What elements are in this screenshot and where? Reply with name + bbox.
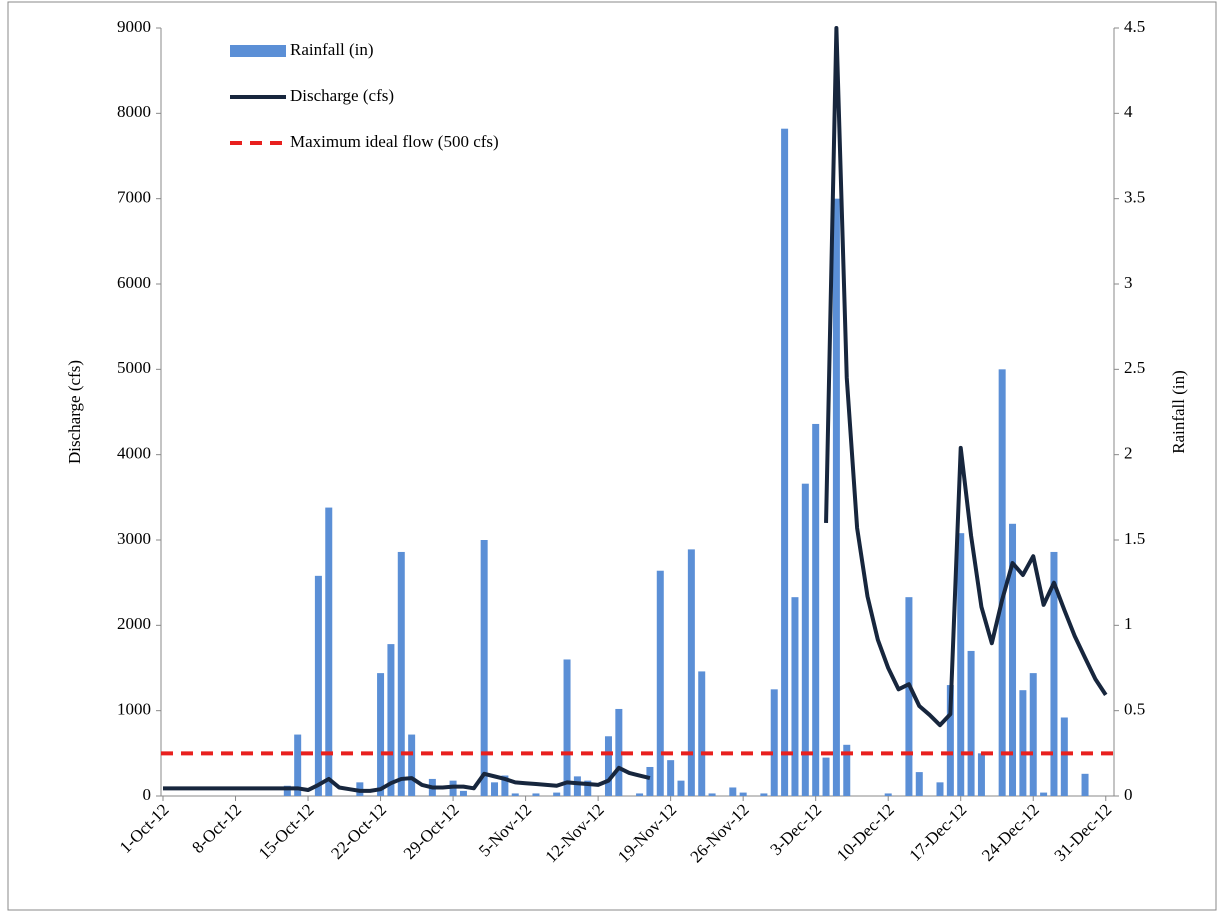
- x-tick-label: 19-Nov-12: [614, 800, 680, 866]
- rain-bar: [822, 757, 830, 796]
- rain-bar: [1040, 792, 1048, 796]
- x-tick-label: 15-Oct-12: [255, 800, 318, 863]
- x-tick-label: 17-Dec-12: [905, 800, 970, 865]
- discharge-line: [163, 26, 1108, 793]
- y-tick-label: 1000: [117, 700, 151, 719]
- rain-bar: [832, 198, 840, 796]
- rain-bar: [1009, 523, 1017, 796]
- rain-bar: [459, 790, 467, 796]
- y2-tick-label: 3: [1124, 273, 1133, 292]
- rain-bar: [687, 549, 695, 796]
- rain-bar: [998, 369, 1006, 796]
- rain-bar: [480, 540, 488, 796]
- y2-tick-label: 1: [1124, 614, 1133, 633]
- rain-bar: [708, 793, 716, 796]
- rain-bar: [604, 736, 612, 796]
- y-tick-label: 0: [143, 785, 152, 804]
- rain-bar: [584, 780, 592, 796]
- rain-bar: [615, 708, 623, 796]
- rain-bar: [314, 575, 322, 796]
- x-tick-label: 3-Dec-12: [766, 800, 825, 859]
- y-axis-title: Discharge (cfs): [65, 360, 84, 464]
- y2-tick-label: 2.5: [1124, 358, 1145, 377]
- rain-bar: [563, 659, 571, 796]
- rain-bar: [781, 128, 789, 796]
- x-tick-label: 29-Oct-12: [400, 800, 463, 863]
- rain-bar: [511, 793, 519, 796]
- y-tick-label: 8000: [117, 102, 151, 121]
- x-tick-label: 31-Dec-12: [1051, 800, 1116, 865]
- rain-bar: [294, 734, 302, 796]
- y2-axis-title: Rainfall (in): [1169, 370, 1188, 454]
- rain-bar: [957, 533, 965, 796]
- x-tick-label: 26-Nov-12: [687, 800, 753, 866]
- rain-bar: [397, 551, 405, 796]
- y2-tick-label: 3.5: [1124, 188, 1145, 207]
- rain-bar: [553, 792, 561, 796]
- rain-bar: [977, 753, 985, 796]
- rain-bar: [791, 597, 799, 796]
- rain-bar: [1029, 673, 1037, 796]
- legend-label: Rainfall (in): [290, 40, 374, 59]
- y-tick-label: 9000: [117, 17, 151, 36]
- rain-bar: [1019, 690, 1027, 796]
- x-tick-label: 24-Dec-12: [978, 800, 1043, 865]
- rain-bar: [387, 644, 395, 796]
- rain-bar: [729, 787, 737, 796]
- rain-bar: [739, 792, 747, 796]
- legend-label: Maximum ideal flow (500 cfs): [290, 132, 499, 151]
- rain-bar: [532, 793, 540, 796]
- rain-bar: [667, 760, 675, 796]
- rain-bar: [283, 785, 291, 796]
- rain-bar: [801, 483, 809, 796]
- rain-bar: [812, 423, 820, 796]
- rain-bar: [677, 780, 685, 796]
- x-tick-label: 1-Oct-12: [116, 800, 173, 857]
- rain-bar: [408, 734, 416, 796]
- y-tick-label: 5000: [117, 358, 151, 377]
- y-tick-label: 4000: [117, 444, 151, 463]
- chart-border: [7, 1, 1217, 911]
- x-tick-label: 10-Dec-12: [833, 800, 898, 865]
- rain-bar: [884, 793, 892, 796]
- y2-tick-label: 0.5: [1124, 700, 1145, 719]
- rain-bar: [770, 689, 778, 796]
- rain-bar: [967, 650, 975, 796]
- rain-bar: [573, 776, 581, 796]
- rain-bar: [656, 570, 664, 796]
- rain-bar: [905, 597, 913, 796]
- rain-bar: [377, 673, 385, 796]
- x-tick-label: 8-Oct-12: [188, 800, 245, 857]
- rain-bar: [760, 793, 768, 796]
- rain-bar: [946, 685, 954, 796]
- y2-tick-label: 4.5: [1124, 17, 1145, 36]
- legend-label: Discharge (cfs): [290, 86, 394, 105]
- y2-tick-label: 2: [1124, 444, 1133, 463]
- rain-bar: [698, 671, 706, 796]
- rain-bar: [936, 782, 944, 796]
- x-tick-label: 22-Oct-12: [327, 800, 390, 863]
- rain-bar: [1060, 717, 1068, 796]
- rain-bar: [1050, 551, 1058, 796]
- rain-bar: [843, 744, 851, 796]
- legend-swatch: [230, 45, 286, 57]
- y-tick-label: 3000: [117, 529, 151, 548]
- rain-bar: [491, 782, 499, 796]
- y-tick-label: 6000: [117, 273, 151, 292]
- y2-tick-label: 0: [1124, 785, 1133, 804]
- rain-bar: [646, 766, 654, 796]
- y2-tick-label: 1.5: [1124, 529, 1145, 548]
- y-tick-label: 7000: [117, 188, 151, 207]
- rain-bar: [1081, 773, 1089, 796]
- x-tick-label: 5-Nov-12: [475, 800, 535, 860]
- rain-bar: [915, 772, 923, 796]
- rain-bar: [501, 775, 509, 796]
- y2-tick-label: 4: [1124, 102, 1133, 121]
- rain-bar: [325, 507, 333, 796]
- y-tick-label: 2000: [117, 614, 151, 633]
- rain-bar: [636, 793, 644, 796]
- x-tick-label: 12-Nov-12: [542, 800, 608, 866]
